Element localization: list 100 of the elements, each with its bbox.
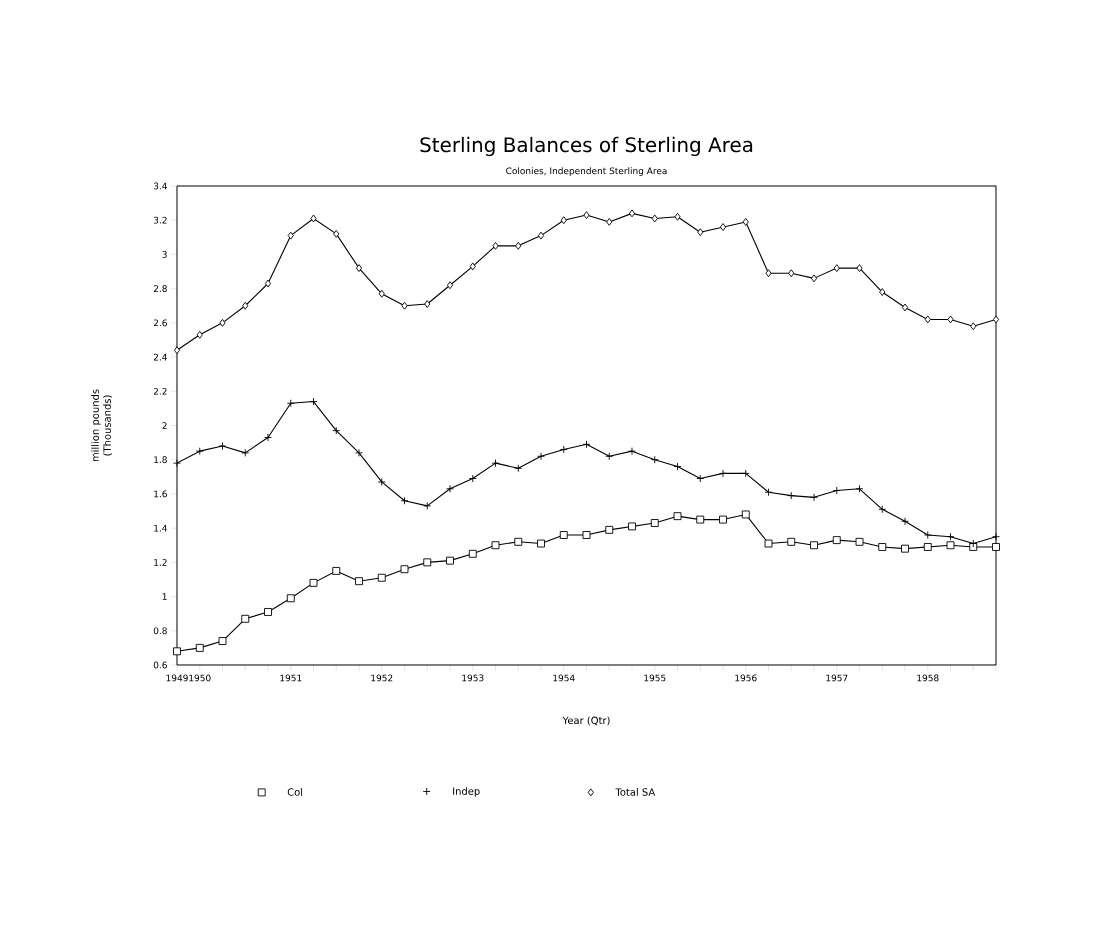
point [606, 217, 613, 226]
point [901, 303, 909, 312]
point [787, 491, 796, 500]
x-tick-label: 1954 [553, 674, 575, 682]
point [764, 488, 773, 497]
legend-label: Col [287, 788, 303, 796]
point [537, 452, 545, 461]
y-tick-label: 1.6 [154, 490, 167, 498]
point [355, 264, 363, 273]
legend-label: Total SA [615, 788, 656, 796]
point [377, 573, 386, 582]
y-tick-label: 2.4 [153, 353, 167, 361]
x-axis-title: Year (Qtr) [562, 716, 610, 726]
point [560, 216, 567, 225]
point [719, 515, 727, 524]
point [901, 544, 909, 553]
point [628, 447, 636, 456]
point [741, 469, 750, 478]
point [309, 397, 318, 406]
point [787, 537, 796, 546]
point [332, 426, 341, 435]
point [650, 455, 659, 464]
point [833, 264, 840, 273]
point [264, 279, 272, 288]
point [697, 228, 704, 237]
point [719, 469, 727, 478]
point [764, 539, 773, 548]
point [173, 346, 181, 355]
point [241, 448, 250, 457]
point [970, 322, 977, 331]
y-tick-label: 2 [162, 422, 167, 429]
point [605, 452, 614, 461]
point [765, 269, 772, 278]
point [515, 241, 522, 250]
point [333, 229, 340, 238]
point [742, 217, 749, 226]
point [469, 262, 476, 271]
point [605, 525, 614, 534]
point [423, 558, 432, 567]
point [173, 459, 181, 468]
point [582, 531, 591, 539]
point [219, 318, 226, 327]
point [287, 231, 294, 240]
chart-title: Sterling Balances of Sterling Area [420, 136, 753, 157]
point [218, 637, 227, 645]
point [832, 486, 841, 495]
point [446, 484, 454, 493]
point [401, 301, 408, 310]
point [992, 315, 1000, 324]
y-tick-label: 3.2 [153, 216, 167, 224]
point [446, 281, 454, 290]
y-tick-label: 3.4 [153, 182, 167, 190]
point [788, 269, 795, 278]
point [310, 214, 317, 223]
y-tick-label: 3 [162, 251, 167, 258]
point [832, 536, 841, 545]
point [947, 315, 954, 324]
point [674, 212, 681, 221]
point [673, 512, 682, 521]
point [924, 315, 931, 324]
point [992, 532, 1000, 541]
point [173, 647, 181, 656]
point [241, 614, 250, 623]
x-tick-label: 1958 [917, 674, 939, 682]
x-tick-label: 1955 [644, 674, 666, 682]
point [377, 478, 386, 486]
point [514, 464, 523, 473]
point [309, 578, 318, 587]
point [992, 543, 1000, 551]
x-tick-label: 1950 [189, 674, 211, 682]
y-tick-label: 1.2 [154, 559, 167, 566]
point [901, 517, 909, 526]
y-tick-label: 1.4 [154, 524, 167, 532]
x-tick-label: 1952 [371, 674, 393, 682]
point [946, 532, 955, 541]
point [264, 608, 272, 616]
point [855, 484, 864, 493]
point [855, 537, 864, 546]
point [537, 231, 545, 240]
x-tick-label: 1956 [735, 674, 757, 682]
point [719, 223, 727, 231]
x-tick-label: 1953 [462, 674, 484, 682]
point [923, 531, 932, 539]
point [673, 462, 682, 471]
point [946, 541, 955, 550]
point [400, 565, 409, 574]
point [559, 531, 568, 539]
point [196, 330, 203, 339]
point [355, 448, 363, 457]
point [696, 515, 705, 524]
point [514, 537, 523, 546]
legend-label: Indep [453, 787, 480, 797]
y-tick-label: 2.6 [153, 319, 167, 327]
point [651, 214, 658, 223]
point [264, 433, 272, 442]
y-tick-label: 2.8 [153, 285, 167, 293]
point [582, 440, 591, 449]
x-tick-label: 1951 [280, 674, 302, 682]
point [559, 445, 568, 454]
point [650, 519, 659, 527]
